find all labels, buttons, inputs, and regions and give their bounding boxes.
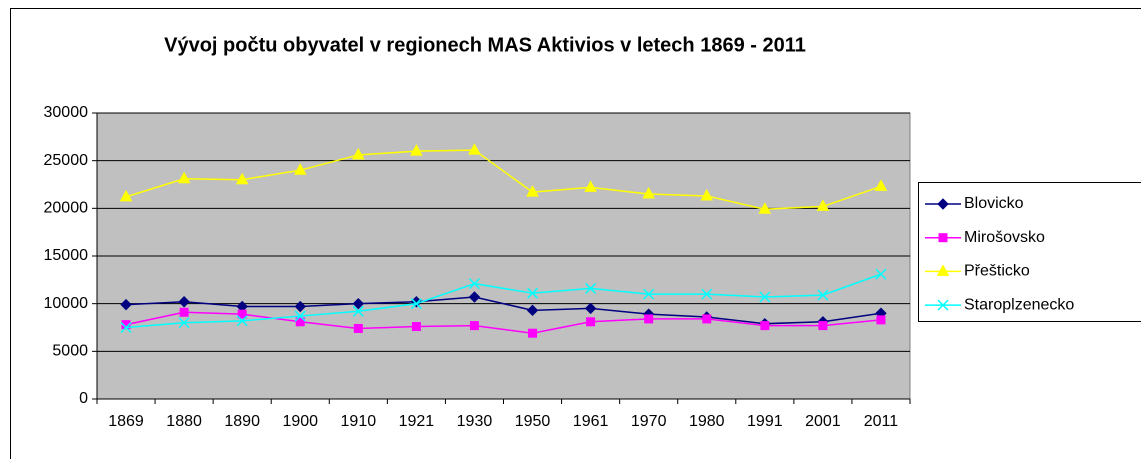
data-point <box>293 163 307 175</box>
data-point <box>469 321 479 331</box>
data-point <box>701 288 713 300</box>
data-point <box>294 310 306 322</box>
data-point <box>468 143 481 155</box>
data-point <box>468 278 480 290</box>
data-point <box>526 185 539 197</box>
data-point <box>351 147 365 160</box>
data-point <box>178 317 190 329</box>
legend-box <box>918 182 1141 322</box>
data-point <box>120 298 132 311</box>
data-point <box>527 287 539 299</box>
data-point <box>642 186 656 199</box>
legend-marker <box>938 233 948 243</box>
data-point <box>235 172 249 185</box>
data-point <box>411 322 421 332</box>
x-tick-label: 1970 <box>631 413 667 430</box>
data-point <box>526 304 539 317</box>
data-point <box>585 282 597 294</box>
data-point <box>643 288 655 300</box>
data-point <box>817 289 829 301</box>
data-point <box>700 188 714 201</box>
data-point <box>410 298 422 310</box>
data-point <box>875 268 887 280</box>
legend-marker <box>937 198 949 210</box>
data-point <box>177 171 191 184</box>
data-point <box>528 328 538 338</box>
x-tick-label: 1980 <box>689 413 725 430</box>
series-line <box>125 149 882 211</box>
x-tick-label: 2001 <box>805 413 841 430</box>
data-point <box>702 314 712 324</box>
data-point <box>294 300 306 313</box>
data-point <box>179 307 189 317</box>
data-point <box>760 321 770 331</box>
x-tick-label: 1900 <box>282 413 318 430</box>
data-point <box>120 321 132 334</box>
series-line <box>125 273 882 329</box>
data-point <box>759 291 771 303</box>
y-tick-label: 15000 <box>44 247 89 264</box>
series-line <box>125 296 882 325</box>
y-tick-label: 20000 <box>44 200 89 217</box>
data-point <box>644 314 654 324</box>
x-tick-label: 1890 <box>224 413 260 430</box>
x-tick-label: 1869 <box>108 413 144 430</box>
data-point <box>236 315 248 327</box>
legend-marker <box>937 299 949 311</box>
data-point <box>119 189 133 202</box>
data-point <box>352 305 364 317</box>
x-tick-label: 1910 <box>341 413 377 430</box>
data-point <box>353 323 363 333</box>
data-point <box>584 180 597 192</box>
x-tick-label: 1880 <box>166 413 202 430</box>
y-tick-label: 5000 <box>52 343 88 360</box>
data-point <box>758 202 772 214</box>
x-tick-label: 1961 <box>573 413 609 430</box>
data-point <box>121 320 131 330</box>
data-point <box>468 291 481 303</box>
y-tick-label: 0 <box>79 390 88 407</box>
y-tick-label: 30000 <box>44 104 89 121</box>
x-tick-label: 1921 <box>399 413 435 430</box>
data-point <box>295 317 305 327</box>
data-point <box>586 317 596 327</box>
legend-label: Staroplzenecko <box>964 296 1074 313</box>
legend-label: Přešticko <box>964 263 1030 280</box>
x-tick-label: 1930 <box>457 413 493 430</box>
data-point <box>876 315 886 325</box>
legend-label: Mirošovsko <box>964 229 1045 246</box>
data-point <box>352 297 365 310</box>
data-point <box>178 296 190 308</box>
data-point <box>584 302 597 315</box>
x-tick-label: 2011 <box>864 413 899 430</box>
data-point <box>874 179 888 191</box>
data-point <box>816 199 830 211</box>
y-tick-label: 25000 <box>44 152 89 169</box>
data-point <box>410 144 423 156</box>
x-tick-label: 1991 <box>747 413 783 430</box>
x-tick-label: 1950 <box>515 413 551 430</box>
legend-marker <box>936 264 950 276</box>
chart-title: Vývoj počtu obyvatel v regionech MAS Akt… <box>164 34 806 56</box>
data-point <box>237 309 247 319</box>
data-point <box>818 321 828 331</box>
series-line <box>125 311 882 334</box>
y-tick-label: 10000 <box>44 295 89 312</box>
legend-label: Blovicko <box>964 195 1024 212</box>
